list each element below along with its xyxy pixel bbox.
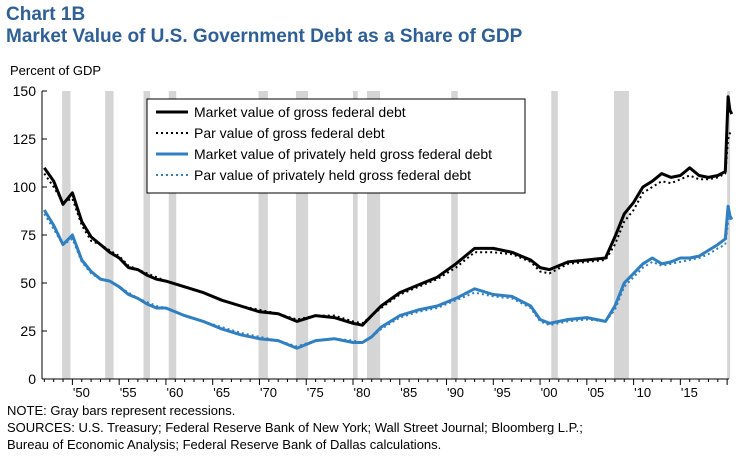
x-tick-label: '75 [307, 385, 324, 400]
x-tick-label: '80 [354, 385, 371, 400]
y-tick-label: 0 [28, 371, 36, 387]
y-tick-label: 150 [13, 83, 37, 99]
y-tick-label: 75 [20, 227, 36, 243]
recession-bar-6 [352, 91, 358, 379]
y-axis-label: Percent of GDP [10, 63, 102, 78]
legend-box [146, 98, 526, 194]
x-tick-label: '60 [166, 385, 183, 400]
series-line-2 [43, 204, 734, 350]
axis-ticks: 0 25 50 75 100 125 150 '50 '55 '60 '65 '70 '75 '80 '85… [13, 83, 728, 400]
data-series [43, 95, 734, 350]
note-sources-1: SOURCES: U.S. Treasury; Federal Reserve … [7, 420, 583, 435]
chart-number: Chart 1B [6, 4, 86, 25]
legend-label-1: Par value of gross federal debt [194, 125, 385, 141]
legend: Market value of gross federal debt Par va… [146, 98, 526, 194]
y-tick-label: 50 [20, 275, 36, 291]
note-recessions: NOTE: Gray bars represent recessions. [7, 403, 236, 418]
y-tick-label: 125 [13, 131, 37, 147]
y-tick-label: 100 [13, 179, 37, 195]
x-tick-label: '55 [120, 385, 137, 400]
series-line-1 [43, 130, 733, 325]
x-tick-label: '05 [587, 385, 604, 400]
x-tick-label: '95 [494, 385, 511, 400]
recession-bar-0 [62, 91, 71, 379]
recession-bar-11 [727, 91, 731, 379]
x-tick-label: '85 [400, 385, 417, 400]
legend-label-0: Market value of gross federal debt [194, 104, 406, 120]
x-tick-label: '00 [541, 385, 558, 400]
recession-bar-4 [258, 91, 268, 379]
recession-bar-8 [451, 91, 458, 379]
series-line-3 [43, 212, 733, 348]
legend-label-3: Par value of privately held gross federa… [194, 167, 471, 183]
x-tick-label: '50 [73, 385, 90, 400]
note-sources-2: Bureau of Economic Analysis; Federal Res… [7, 437, 442, 452]
series-line-0 [43, 95, 734, 327]
recession-bar-3 [168, 91, 177, 379]
legend-label-2: Market value of privately held gross fed… [194, 146, 492, 162]
recession-bar-10 [613, 91, 629, 379]
x-tick-label: '10 [634, 385, 651, 400]
x-tick-label: '70 [260, 385, 277, 400]
recession-bar-2 [143, 91, 151, 379]
recession-bar-9 [551, 91, 558, 379]
chart-title: Market Value of U.S. Government Debt as … [6, 26, 523, 47]
y-tick-label: 25 [20, 323, 36, 339]
x-tick-label: '90 [447, 385, 464, 400]
x-tick-label: '15 [681, 385, 698, 400]
x-tick-label: '65 [213, 385, 230, 400]
recession-bar-1 [105, 91, 114, 379]
recession-bars [62, 91, 731, 379]
